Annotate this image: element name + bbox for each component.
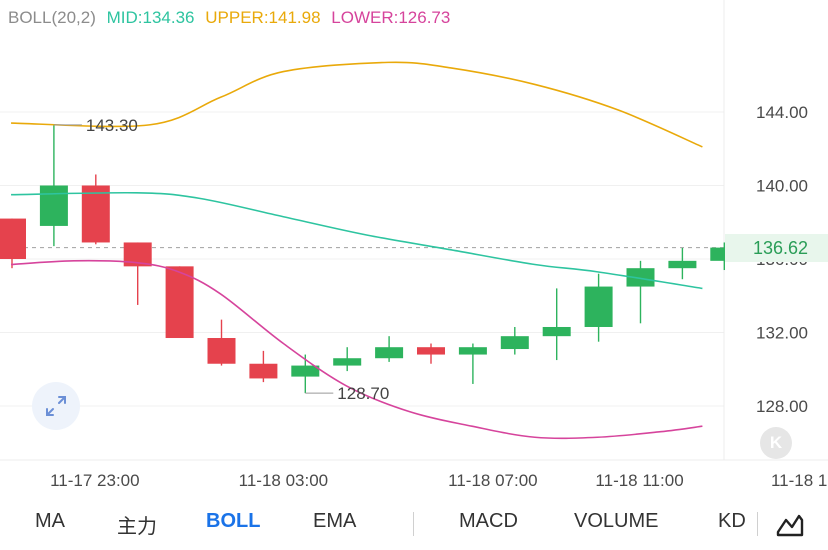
- extreme-annotations: 143.30 128.70: [53, 116, 389, 403]
- price-tick-label: 128.00: [756, 397, 808, 416]
- legend-indicator-name: BOLL(20,2): [8, 8, 96, 27]
- candle-body: [375, 347, 404, 359]
- time-tick-label: 11-18 07:00: [448, 471, 537, 490]
- candle-body: [626, 268, 655, 287]
- candle-body: [123, 242, 152, 267]
- indicator-tabs: MA 主力 BOLL EMA MACD VOLUME KD: [0, 500, 828, 550]
- k-button[interactable]: K: [760, 427, 792, 459]
- candle-body: [0, 218, 26, 259]
- candle-body: [458, 347, 487, 355]
- tab-divider: [413, 512, 414, 536]
- current-price-badge: 136.62: [725, 234, 828, 262]
- candle-body: [542, 326, 571, 337]
- candle-body: [207, 338, 236, 364]
- time-tick-label: 11-18 11:00: [595, 471, 683, 490]
- candle-body: [249, 363, 278, 379]
- candle-body: [39, 185, 68, 226]
- low-annotation-label: 128.70: [337, 384, 389, 403]
- boll-mid-line: [11, 191, 703, 290]
- time-tick-label: 11-18 03:00: [239, 471, 328, 490]
- tab-volume[interactable]: VOLUME: [574, 510, 659, 532]
- candles: [0, 124, 739, 394]
- candle-body: [165, 266, 194, 339]
- tab-ma[interactable]: MA: [35, 510, 65, 532]
- tab-ema[interactable]: EMA: [313, 510, 357, 532]
- legend-upper-value: UPPER:141.98: [205, 8, 321, 27]
- boll-legend: BOLL(20,2) MID:134.36 UPPER:141.98 LOWER…: [8, 8, 456, 28]
- price-tick-label: 132.00: [756, 324, 808, 343]
- current-price-label: 136.62: [752, 238, 808, 258]
- grid-lines: [0, 111, 724, 407]
- time-axis: 11-17 23:00 11-18 03:00 11-18 07:00 11-18 1…: [50, 471, 828, 490]
- candle-body: [584, 286, 613, 327]
- tab-macd[interactable]: MACD: [459, 510, 518, 532]
- candle-body: [291, 365, 320, 377]
- boll-upper-line: [11, 61, 703, 148]
- candle-body: [81, 185, 110, 243]
- k-icon: K: [769, 433, 783, 452]
- legend-mid-value: MID:134.36: [106, 8, 195, 27]
- candle-body: [333, 358, 362, 366]
- line-chart-icon[interactable]: [774, 508, 806, 540]
- candle-body: [500, 336, 529, 350]
- time-tick-label: 11-18 15:00: [771, 471, 828, 490]
- tab-kd[interactable]: KD: [718, 510, 746, 532]
- expand-button[interactable]: [32, 382, 80, 430]
- high-annotation-label: 143.30: [86, 116, 138, 135]
- tab-main-force[interactable]: 主力: [117, 516, 157, 538]
- price-tick-label: 140.00: [756, 177, 808, 196]
- time-tick-label: 11-17 23:00: [50, 471, 139, 490]
- tab-boll[interactable]: BOLL: [206, 510, 261, 532]
- legend-lower-value: LOWER:126.73: [331, 8, 451, 27]
- candle-body: [417, 347, 445, 355]
- expand-icon: [46, 396, 66, 416]
- tab-divider-2: [757, 512, 758, 536]
- candle-body: [668, 260, 697, 269]
- price-tick-label: 144.00: [756, 103, 808, 122]
- boll-lower-line: [11, 259, 703, 440]
